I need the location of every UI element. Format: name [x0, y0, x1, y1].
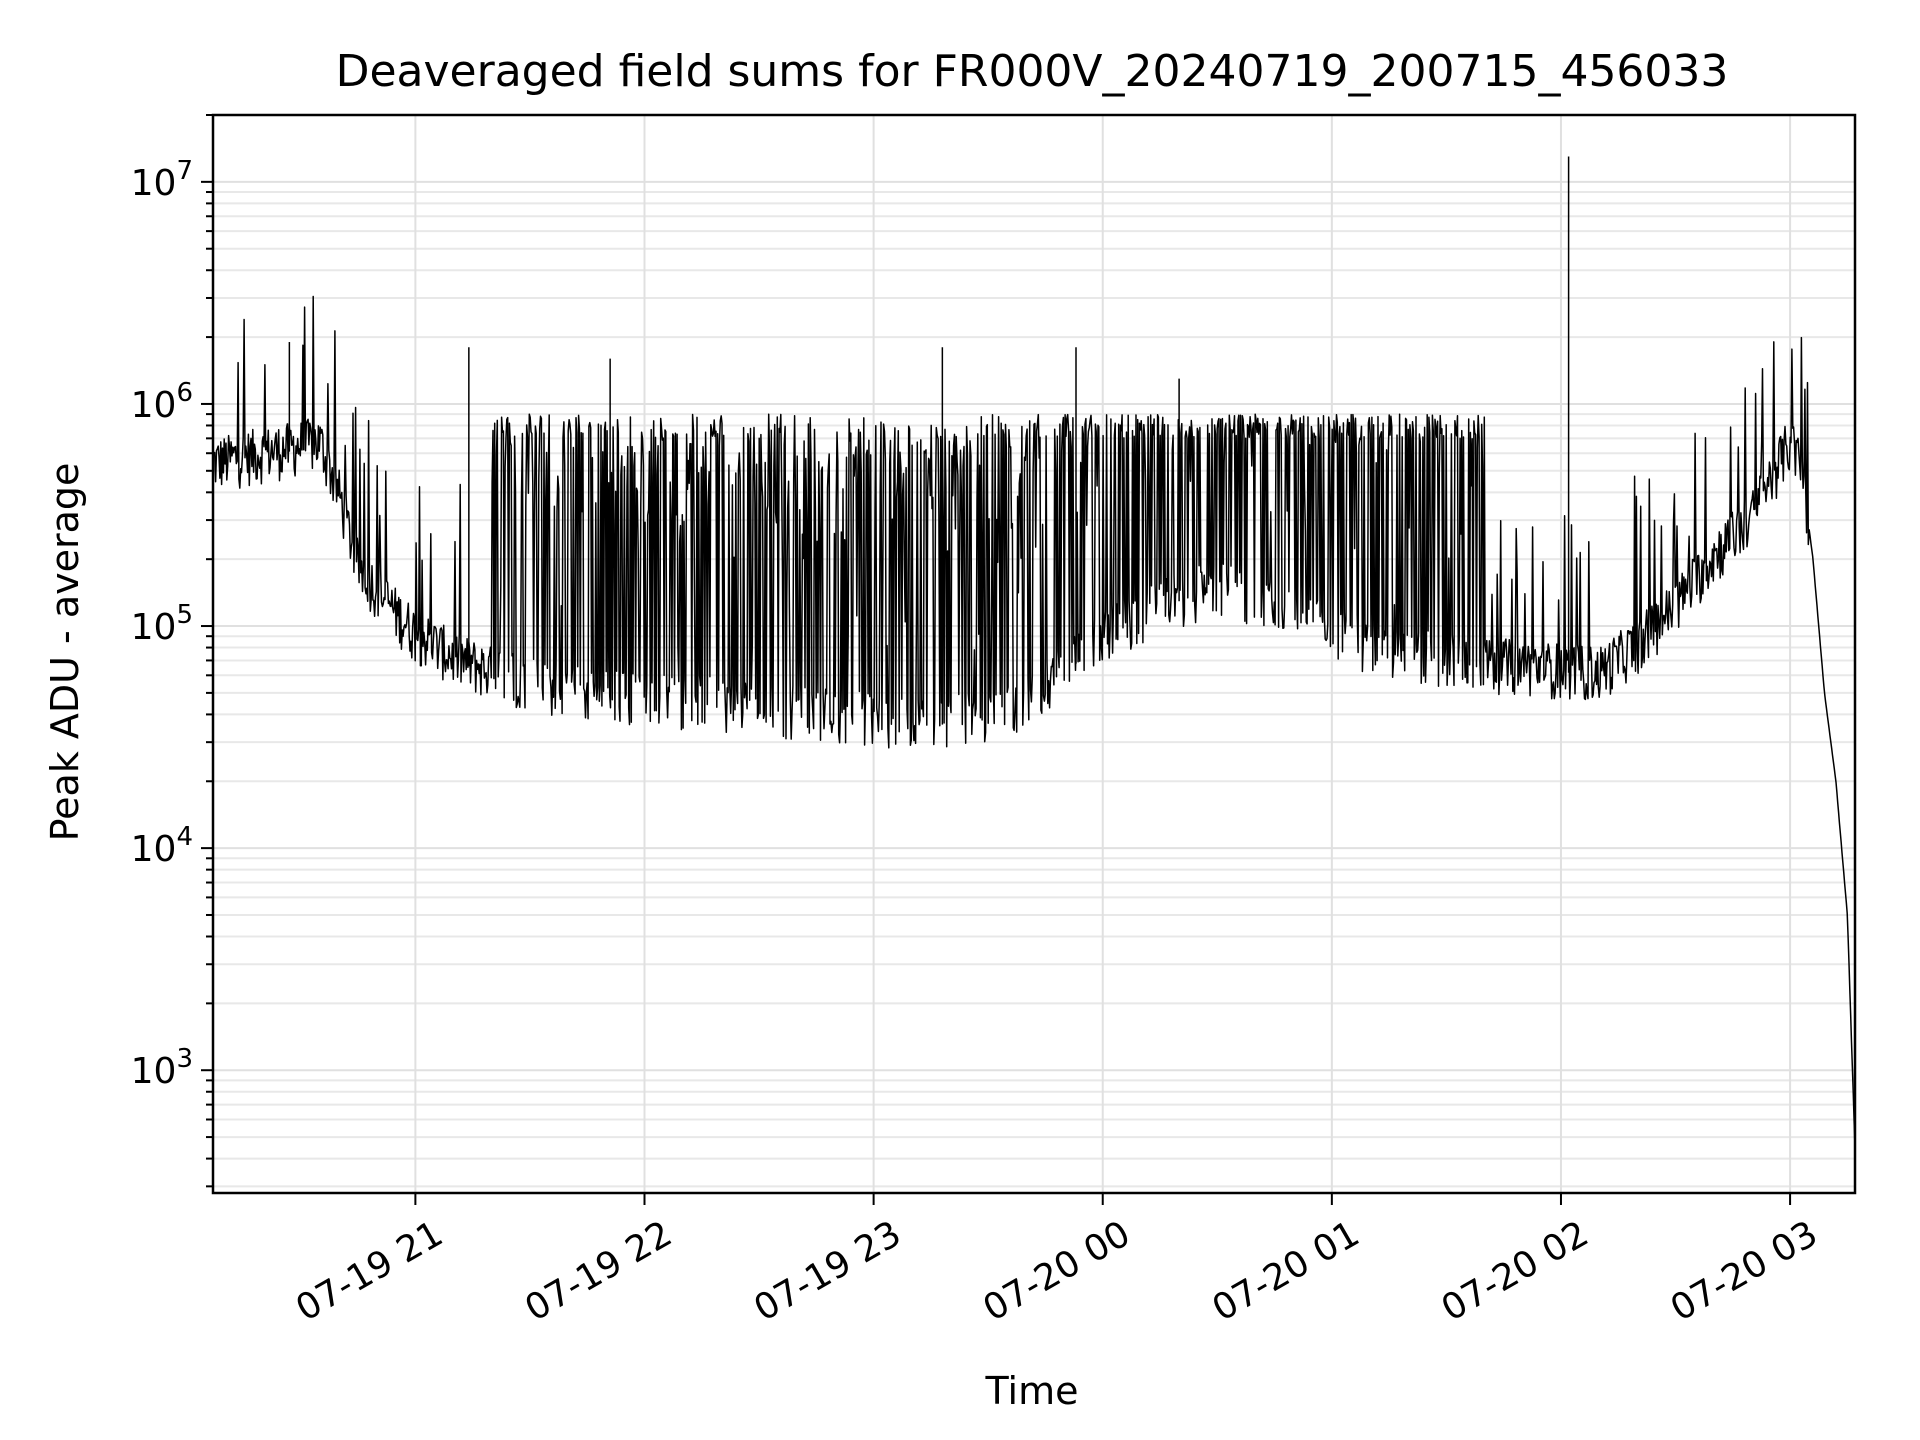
series-line [212, 295, 1856, 1148]
y-tick-label: 106 [131, 378, 193, 426]
y-tick-label: 105 [131, 600, 193, 648]
spikes [288, 156, 1570, 725]
x-tick-label: 07-19 23 [747, 1213, 908, 1329]
y-axis: 103 104 105 106 107 [131, 114, 213, 1188]
x-tick-label: 07-19 22 [518, 1213, 679, 1329]
x-tick-label: 07-20 01 [1206, 1213, 1367, 1329]
y-axis-label: Peak ADU - average [43, 463, 87, 842]
chart-title: Deaveraged field sums for FR000V_2024071… [336, 46, 1729, 97]
y-tick-label: 107 [131, 156, 193, 204]
plot-frame [211, 113, 1857, 1195]
x-axis: 07-19 21 07-19 22 07-19 23 07-20 00 07-20 01… [289, 1193, 1825, 1330]
x-tick-label: 07-20 02 [1435, 1213, 1596, 1329]
y-tick-label: 103 [131, 1044, 193, 1092]
x-tick-label: 07-20 00 [977, 1213, 1138, 1329]
x-tick-label: 07-19 21 [289, 1213, 450, 1329]
y-tick-label: 104 [131, 822, 193, 870]
x-axis-label: Time [985, 1369, 1079, 1413]
x-tick-label: 07-20 03 [1664, 1213, 1825, 1329]
